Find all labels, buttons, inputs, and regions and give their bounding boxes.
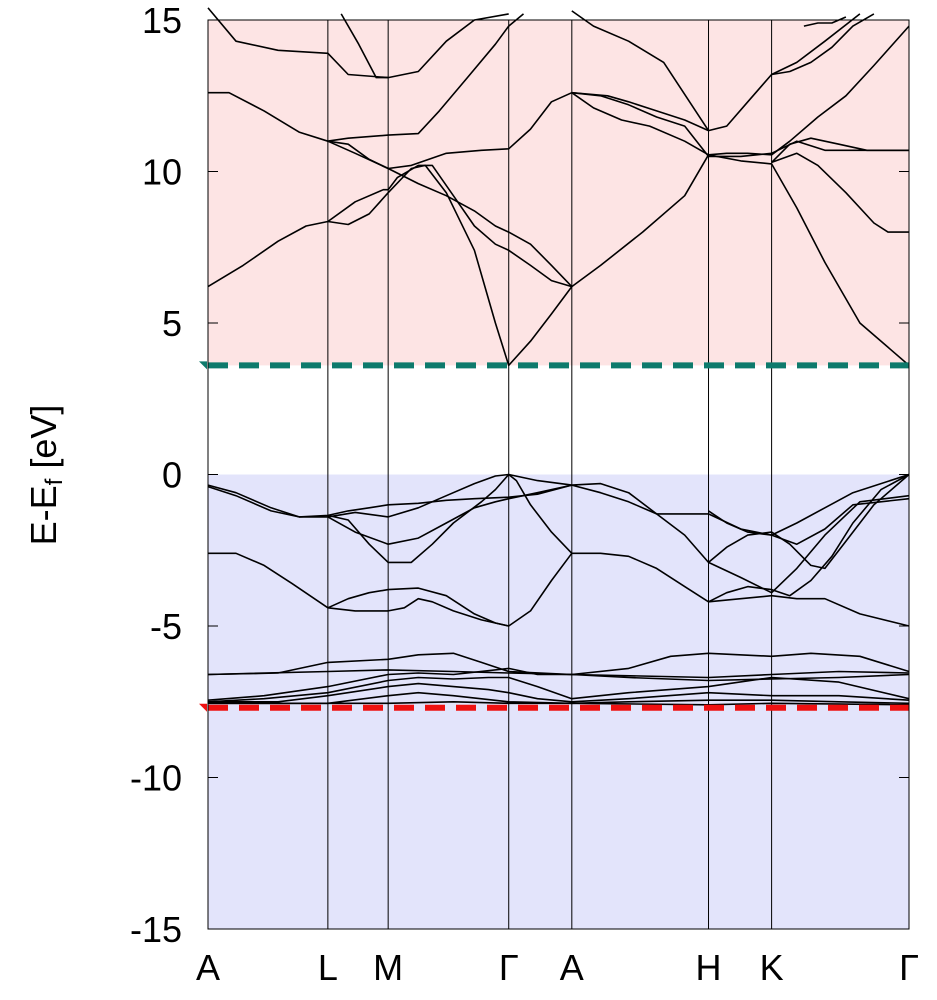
y-tick-label: -10 (130, 758, 182, 799)
y-tick-label: 10 (142, 152, 182, 193)
band-line-7 (340, 13, 389, 79)
band-line-10 (571, 10, 710, 132)
kpoint-label-2: L (318, 947, 338, 988)
y-tick-label: -5 (150, 606, 182, 647)
band-line-13 (771, 152, 909, 233)
region-conduction (208, 20, 909, 366)
band-line-19 (208, 552, 910, 627)
band-line-4 (327, 13, 525, 142)
band-line-20 (327, 597, 509, 627)
kpoint-label-7: K (760, 947, 784, 988)
band-line-9 (571, 25, 910, 156)
reference-marker-vbm-bottom (199, 703, 207, 712)
band-line-5 (327, 140, 573, 288)
kpoint-label-5: A (560, 947, 584, 988)
band-line-3 (207, 7, 509, 79)
y-tick-label: 15 (142, 0, 182, 41)
band-line-23 (708, 473, 910, 603)
kpoint-label-8: Γ (899, 947, 919, 988)
kpoint-label-3: M (373, 947, 403, 988)
y-axis-label: E-Ef [eV] (23, 405, 68, 546)
high-symmetry-lines (327, 20, 773, 929)
band-line-6 (327, 164, 573, 288)
band-line-11 (771, 13, 875, 76)
y-ticks: 15 10 5 0 -5 -10 -15 (130, 0, 909, 950)
y-tick-label: 5 (162, 303, 182, 344)
kpoint-label-1: A (196, 947, 220, 988)
region-valence (208, 474, 909, 929)
y-axis-label-unit: [eV] (23, 405, 64, 479)
band-line-22 (707, 473, 910, 570)
y-tick-label: 0 (162, 455, 182, 496)
y-tick-label: -15 (130, 909, 182, 950)
reference-marker-cbm (199, 361, 207, 370)
band-line-17 (327, 484, 572, 545)
energy-regions (208, 20, 909, 929)
band-line-8 (571, 13, 861, 132)
kpoint-label-4: Γ (499, 947, 519, 988)
y-axis-label-subscript: f (41, 478, 68, 485)
reference-lines (199, 361, 909, 712)
band-line-18 (327, 473, 573, 564)
band-line-12 (771, 137, 909, 163)
kpoint-label-6: H (696, 947, 722, 988)
